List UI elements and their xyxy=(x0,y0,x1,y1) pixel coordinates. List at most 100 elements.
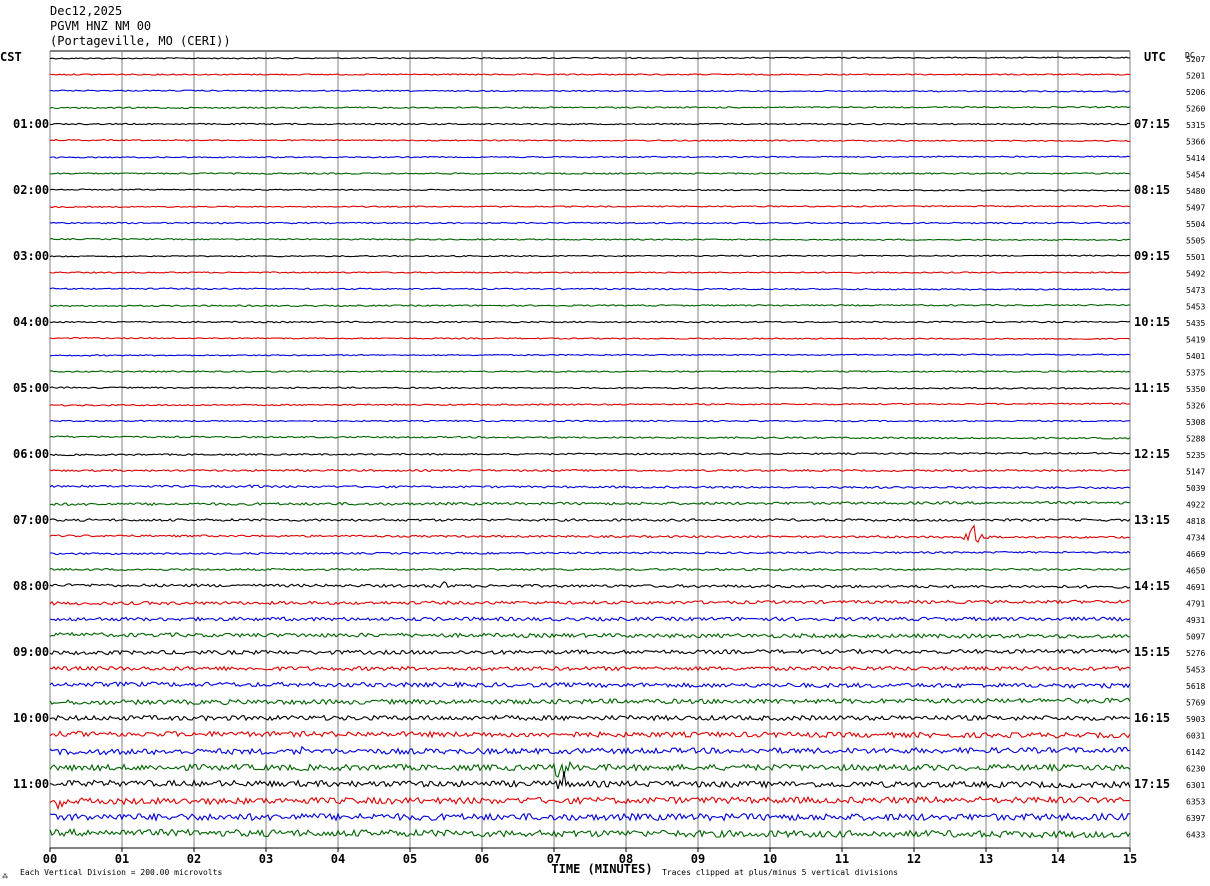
trace-row-41 xyxy=(49,730,1131,739)
dc-value-row-9: 5497 xyxy=(1186,204,1205,213)
dc-value-row-39: 5769 xyxy=(1186,699,1205,708)
x-tick-label-06: 06 xyxy=(475,852,489,866)
utc-time-label-1015: 10:15 xyxy=(1134,315,1170,329)
dc-value-row-45: 6353 xyxy=(1186,798,1205,807)
trace-row-14 xyxy=(49,287,1130,291)
trace-row-44 xyxy=(49,771,1131,790)
dc-value-row-2: 5206 xyxy=(1186,88,1205,97)
dc-value-row-18: 5401 xyxy=(1186,352,1205,361)
trace-row-1 xyxy=(49,73,1131,76)
dc-value-row-1: 5201 xyxy=(1186,72,1205,81)
dc-value-row-15: 5453 xyxy=(1186,303,1205,312)
dc-value-row-13: 5492 xyxy=(1186,270,1205,279)
cst-time-label-0900: 09:00 xyxy=(13,645,49,659)
trace-row-33 xyxy=(49,599,1131,606)
dc-value-row-21: 5326 xyxy=(1186,402,1205,411)
utc-time-label-1415: 14:15 xyxy=(1134,579,1170,593)
trace-row-35 xyxy=(49,631,1131,639)
x-tick-label-15: 15 xyxy=(1123,852,1137,866)
trace-row-42 xyxy=(49,745,1131,756)
cst-time-label-0800: 08:00 xyxy=(13,579,49,593)
cst-time-label-0600: 06:00 xyxy=(13,447,49,461)
dc-value-row-36: 5276 xyxy=(1186,649,1205,658)
trace-row-18 xyxy=(49,353,1131,357)
x-tick-label-08: 08 xyxy=(619,852,633,866)
cst-time-label-0200: 02:00 xyxy=(13,183,49,197)
dc-value-row-26: 5039 xyxy=(1186,484,1205,493)
cst-time-label-1000: 10:00 xyxy=(13,711,49,725)
x-tick-label-04: 04 xyxy=(331,852,345,866)
trace-row-10 xyxy=(49,221,1131,225)
trace-row-21 xyxy=(49,402,1131,407)
trace-row-12 xyxy=(49,254,1131,258)
dc-value-row-33: 4791 xyxy=(1186,600,1205,609)
footer-clipping-note: Traces clipped at plus/minus 5 vertical … xyxy=(662,868,898,877)
utc-time-label-1115: 11:15 xyxy=(1134,381,1170,395)
dc-value-row-20: 5350 xyxy=(1186,385,1205,394)
trace-row-15 xyxy=(49,303,1131,308)
trace-row-32 xyxy=(49,581,1131,589)
trace-row-3 xyxy=(49,105,1131,110)
x-tick-label-03: 03 xyxy=(259,852,273,866)
dc-value-row-47: 6433 xyxy=(1186,831,1205,840)
right-axis-label-utc: UTC xyxy=(1144,50,1166,64)
dc-value-row-34: 4931 xyxy=(1186,616,1205,625)
x-tick-label-09: 09 xyxy=(691,852,705,866)
trace-row-25 xyxy=(49,468,1131,473)
x-axis-title: TIME (MINUTES) xyxy=(551,862,652,876)
x-tick-label-10: 10 xyxy=(763,852,777,866)
trace-row-4 xyxy=(49,122,1131,126)
x-tick-label-05: 05 xyxy=(403,852,417,866)
utc-time-label-1215: 12:15 xyxy=(1134,447,1170,461)
dc-column-label: DC xyxy=(1185,51,1195,60)
trace-row-38 xyxy=(49,681,1131,689)
dc-value-row-16: 5435 xyxy=(1186,319,1205,328)
trace-row-24 xyxy=(49,451,1131,457)
dc-value-row-0: 5207 xyxy=(1186,55,1205,64)
trace-row-36 xyxy=(49,648,1131,656)
dc-value-row-41: 6031 xyxy=(1186,732,1205,741)
x-tick-label-00: 00 xyxy=(43,852,57,866)
dc-value-row-14: 5473 xyxy=(1186,286,1205,295)
trace-row-20 xyxy=(49,386,1131,390)
utc-time-label-1715: 17:15 xyxy=(1134,777,1170,791)
utc-time-label-0815: 08:15 xyxy=(1134,183,1170,197)
trace-row-11 xyxy=(49,237,1131,242)
trace-row-16 xyxy=(49,320,1131,324)
dc-value-row-42: 6142 xyxy=(1186,748,1205,757)
trace-row-40 xyxy=(49,714,1131,722)
dc-value-row-27: 4922 xyxy=(1186,501,1205,510)
dc-value-row-35: 5097 xyxy=(1186,633,1205,642)
trace-row-39 xyxy=(49,697,1131,706)
dc-value-row-31: 4650 xyxy=(1186,567,1205,576)
dc-value-row-29: 4734 xyxy=(1186,534,1205,543)
dc-value-row-28: 4818 xyxy=(1186,517,1205,526)
chart-date: Dec12,2025 xyxy=(50,4,123,18)
left-axis-label-cst: CST xyxy=(0,50,22,64)
trace-row-46 xyxy=(49,812,1131,822)
dc-value-row-46: 6397 xyxy=(1186,814,1205,823)
x-tick-label-01: 01 xyxy=(115,852,129,866)
cst-time-label-0400: 04:00 xyxy=(13,315,49,329)
trace-row-22 xyxy=(49,419,1131,423)
trace-row-29 xyxy=(49,524,1131,543)
dc-value-row-24: 5235 xyxy=(1186,451,1205,460)
dc-value-row-12: 5501 xyxy=(1186,253,1205,262)
dc-value-row-44: 6301 xyxy=(1186,781,1205,790)
trace-row-2 xyxy=(49,89,1131,93)
x-tick-label-12: 12 xyxy=(907,852,921,866)
dc-value-row-8: 5480 xyxy=(1186,187,1205,196)
x-tick-label-07: 07 xyxy=(547,852,561,866)
cst-time-label-0100: 01:00 xyxy=(13,117,49,131)
trace-row-43 xyxy=(49,760,1131,778)
trace-row-5 xyxy=(49,138,1130,142)
utc-time-label-1515: 15:15 xyxy=(1134,645,1170,659)
footer-mark-icon: ⁂ xyxy=(2,873,8,880)
utc-time-label-0715: 07:15 xyxy=(1134,117,1170,131)
dc-value-row-10: 5504 xyxy=(1186,220,1205,229)
cst-time-label-0300: 03:00 xyxy=(13,249,49,263)
cst-time-label-0700: 07:00 xyxy=(13,513,49,527)
dc-value-row-5: 5366 xyxy=(1186,138,1205,147)
trace-row-26 xyxy=(49,484,1131,490)
